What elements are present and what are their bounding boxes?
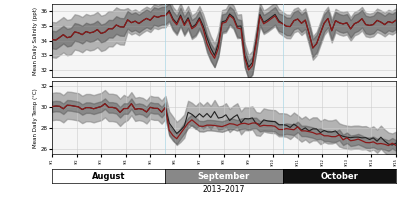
Y-axis label: Mean Daily Temp (°C): Mean Daily Temp (°C) — [33, 88, 38, 148]
Text: October: October — [320, 172, 358, 181]
Text: August: August — [92, 172, 126, 181]
Y-axis label: Mean Daily Salinity (ppt): Mean Daily Salinity (ppt) — [33, 7, 38, 75]
Text: 2013–2017: 2013–2017 — [203, 185, 245, 194]
Text: September: September — [198, 172, 250, 181]
